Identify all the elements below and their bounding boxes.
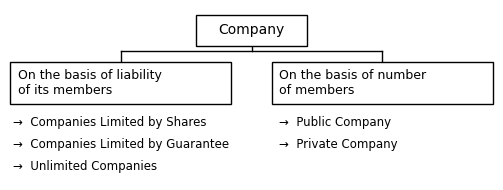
- Text: On the basis of number
of members: On the basis of number of members: [279, 69, 426, 97]
- Text: Company: Company: [218, 23, 285, 37]
- Text: →  Public Company: → Public Company: [279, 116, 391, 129]
- FancyBboxPatch shape: [10, 62, 231, 104]
- FancyBboxPatch shape: [196, 15, 307, 46]
- FancyBboxPatch shape: [272, 62, 493, 104]
- Text: →  Private Company: → Private Company: [279, 138, 398, 151]
- Text: →  Companies Limited by Shares: → Companies Limited by Shares: [13, 116, 206, 129]
- Text: →  Unlimited Companies: → Unlimited Companies: [13, 160, 157, 173]
- Text: On the basis of liability
of its members: On the basis of liability of its members: [18, 69, 161, 97]
- Text: →  Companies Limited by Guarantee: → Companies Limited by Guarantee: [13, 138, 229, 151]
